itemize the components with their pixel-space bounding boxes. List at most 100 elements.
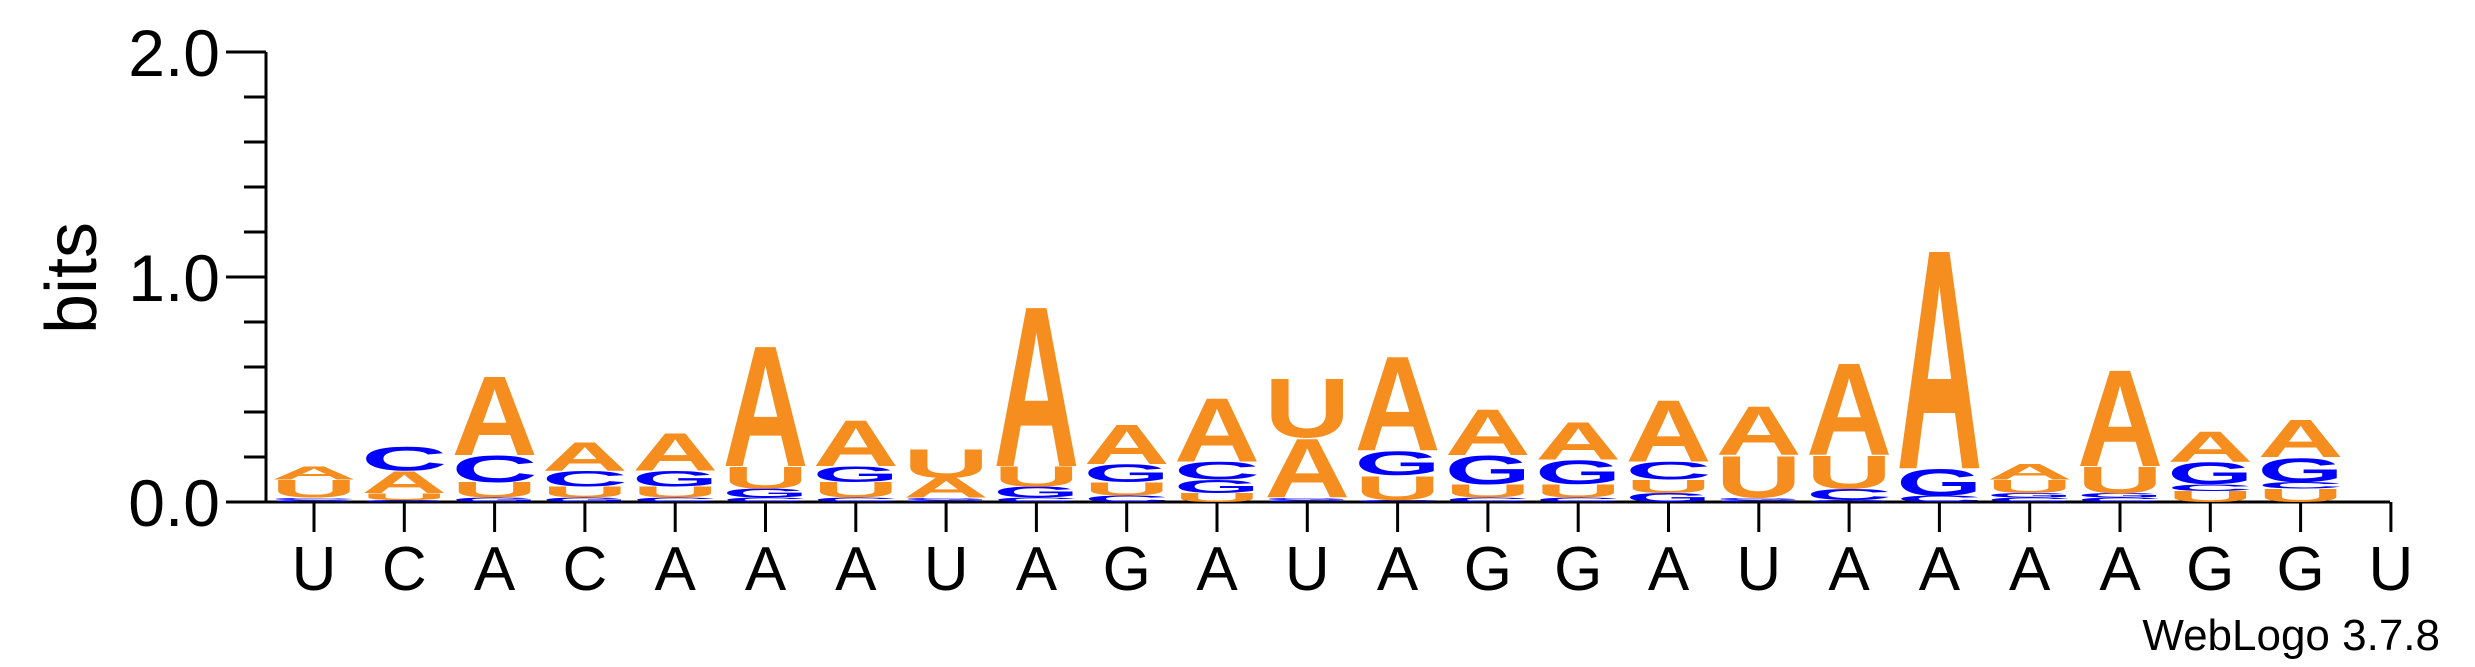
x-tick-label: U: [1736, 535, 1781, 604]
logo-letter-G: G: [1355, 444, 1441, 482]
logo-letter-C: C: [271, 497, 357, 501]
logo-letter-G: G: [452, 496, 538, 503]
logo-letter-C: C: [1445, 496, 1531, 503]
x-tick-label: U: [924, 535, 969, 604]
logo-letter-G: G: [723, 486, 809, 500]
logo-letter-U: U: [452, 478, 538, 503]
logo-letter-U: U: [1264, 360, 1350, 455]
logo-letter-U: U: [1806, 446, 1892, 499]
logo-letter-A: A: [452, 352, 538, 479]
logo-letter-G: G: [2167, 456, 2253, 491]
logo-letter-C: C: [1355, 499, 1441, 503]
x-tick-label: G: [1464, 535, 1512, 604]
logo-letter-C: C: [452, 448, 538, 490]
logo-letter-U: U: [1987, 476, 2073, 497]
logo-letter-G: G: [271, 499, 357, 503]
logo-letter-A: A: [813, 407, 899, 480]
logo-letter-C: C: [2167, 482, 2253, 492]
logo-letter-G: G: [1084, 459, 1170, 487]
x-tick-label: G: [1554, 535, 1602, 604]
logo-letter-A: A: [1264, 420, 1350, 515]
x-tick-label: A: [655, 535, 697, 604]
x-tick-label: C: [382, 535, 427, 604]
logo-letter-G: G: [632, 466, 718, 491]
x-tick-label: A: [835, 535, 877, 604]
logo-letter-G: G: [1174, 476, 1260, 497]
logo-letter-G: G: [361, 499, 447, 503]
logo-letter-A: A: [2258, 408, 2344, 468]
logo-letter-C: C: [1084, 494, 1170, 504]
x-tick-label: U: [2369, 535, 2414, 604]
y-tick-label: 2.0: [128, 16, 220, 90]
logo-letter-U: U: [723, 460, 809, 495]
logo-letter-G: G: [813, 462, 899, 487]
logo-letter-A: A: [2167, 422, 2253, 471]
logo-letter-U: U: [1084, 478, 1170, 499]
logo-letter-G: G: [1987, 492, 2073, 499]
logo-letter-A: A: [1084, 413, 1170, 476]
logo-letter-C: C: [723, 496, 809, 503]
logo-letter-U: U: [903, 440, 989, 486]
logo-letter-G: G: [993, 483, 1079, 501]
x-tick-label: A: [474, 535, 516, 604]
x-tick-label: A: [1196, 535, 1238, 604]
y-tick-label: 1.0: [128, 241, 220, 315]
logo-letter-U: U: [1174, 491, 1260, 505]
logo-letter-U: U: [271, 475, 357, 503]
y-axis-label: bits: [32, 222, 112, 334]
logo-letter-A: A: [903, 472, 989, 503]
logo-letter-U: U: [361, 491, 447, 501]
x-tick-label: A: [745, 535, 787, 604]
logo-letter-U: U: [1445, 481, 1531, 502]
logo-letter-G: G: [1445, 447, 1531, 493]
logo-letter-C: C: [361, 439, 447, 478]
logo-letter-C: C: [1987, 496, 2073, 503]
logo-letter-A: A: [542, 433, 628, 479]
logo-letter-C: C: [2258, 480, 2344, 490]
logo-letter-C: C: [1626, 457, 1712, 485]
x-tick-label: A: [1648, 535, 1690, 604]
y-axis: 0.0 1.0 2.0 bits: [32, 16, 268, 540]
logo-letter-C: C: [813, 496, 899, 503]
x-tick-label: U: [292, 535, 337, 604]
logo-letter-G: G: [1896, 461, 1982, 503]
logo-letter-A: A: [1987, 460, 2073, 485]
x-tick-label: C: [563, 535, 608, 604]
logo-letter-C: C: [542, 466, 628, 491]
logo-letter-U: U: [1625, 476, 1711, 497]
x-tick-label: A: [1016, 535, 1058, 604]
logo-letter-A: A: [993, 259, 1079, 515]
x-tick-label: G: [2276, 535, 2324, 604]
logo-letter-C: C: [2077, 496, 2163, 503]
logo-letter-C: C: [1535, 496, 1621, 503]
logo-letter-A: A: [1174, 380, 1260, 481]
logo-letter-A: A: [722, 311, 808, 503]
y-tick-label: 0.0: [128, 466, 220, 540]
logo-letter-A: A: [2077, 342, 2163, 496]
logo-letter-G: G: [1264, 497, 1350, 501]
logo-letter-U: U: [542, 483, 628, 501]
x-tick-label: U: [1285, 535, 1330, 604]
logo-letter-U: U: [1535, 481, 1621, 502]
logo-letter-C: C: [632, 496, 718, 503]
logo-letter-C: C: [903, 499, 989, 503]
logo-letter-U: U: [632, 483, 718, 501]
logo-letter-U: U: [2167, 488, 2253, 506]
logo-letter-C: C: [1174, 457, 1260, 485]
y-ticks: 0.0 1.0 2.0: [128, 16, 266, 540]
x-tick-label: A: [1919, 535, 1961, 604]
logo-letter-G: G: [1716, 497, 1802, 501]
logo-letter-G: G: [2077, 492, 2163, 499]
x-tick-label: A: [2099, 535, 2141, 604]
x-tick-label: G: [2186, 535, 2234, 604]
logo-letter-U: U: [2077, 459, 2163, 501]
logo-letter-A: A: [1806, 335, 1892, 483]
logo-letter-G: G: [1626, 491, 1712, 505]
x-tick-label: A: [2009, 535, 2051, 604]
logo-letter-C: C: [1896, 494, 1982, 504]
logo-letter-A: A: [1535, 411, 1621, 471]
logo-letter-U: U: [1716, 444, 1802, 511]
